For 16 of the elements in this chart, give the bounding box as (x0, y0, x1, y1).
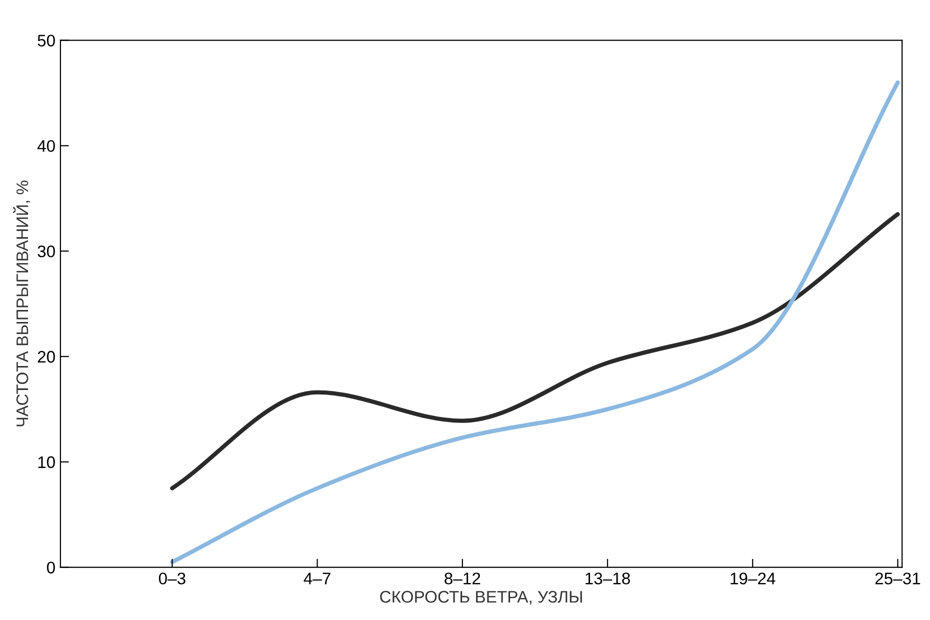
x-tick-label: 4–7 (304, 572, 330, 584)
y-tick-label: 10 (38, 456, 55, 468)
line-series (170, 212, 900, 490)
y-tick-label: 40 (37, 140, 55, 152)
y-axis-title: ЧАСТОТА ВЫПРЫГИВАНИЙ, % (13, 180, 30, 426)
x-tick-label: 19–24 (730, 572, 776, 584)
y-tick-label: 20 (38, 350, 55, 363)
y-tick-label: 30 (38, 246, 55, 258)
x-tick-label: 25–31 (875, 572, 920, 584)
x-tick-label: 13–18 (586, 572, 630, 584)
x-axis-title: СКОРОСТЬ ВЕТРА, УЗЛЫ (380, 590, 582, 605)
y-tick-label: 0 (46, 562, 55, 574)
y-tick-label: 50 (38, 34, 55, 47)
line-series (170, 80, 900, 564)
x-tick-label: 0–3 (158, 572, 186, 584)
x-tick-label: 8–12 (444, 572, 480, 584)
